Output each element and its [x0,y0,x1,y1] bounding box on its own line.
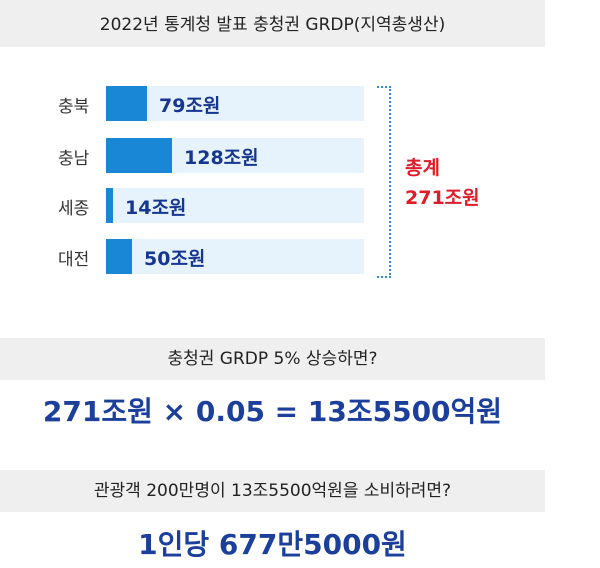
chart-title: 2022년 통계청 발표 충청권 GRDP(지역총생산) [0,0,545,47]
category-label: 충북 [58,97,90,117]
category-label: 대전 [58,250,90,270]
bar-value-label: 50조원 [144,248,206,270]
bar [106,138,172,173]
bar [106,188,113,223]
bar [106,239,132,274]
bar-track [106,86,364,121]
total-value: 271조원 [405,187,480,209]
bar-value-label: 14조원 [125,197,187,219]
total-bracket [377,86,391,278]
bar-track [106,188,364,223]
total-label: 총계 [405,157,440,179]
growth-formula: 271조원 × 0.05 = 13조5500억원 [42,395,503,428]
bar-track [106,239,364,274]
bar-value-label: 79조원 [159,95,221,117]
bar [106,86,147,121]
question-grdp-growth: 충청권 GRDP 5% 상승하면? [0,338,545,380]
per-person-answer: 1인당 677만5000원 [138,528,407,561]
bar-value-label: 128조원 [184,147,259,169]
category-label: 세종 [58,199,90,219]
question-tourist-spending: 관광객 200만명이 13조5500억원을 소비하려면? [0,470,545,512]
category-label: 충남 [58,149,90,169]
